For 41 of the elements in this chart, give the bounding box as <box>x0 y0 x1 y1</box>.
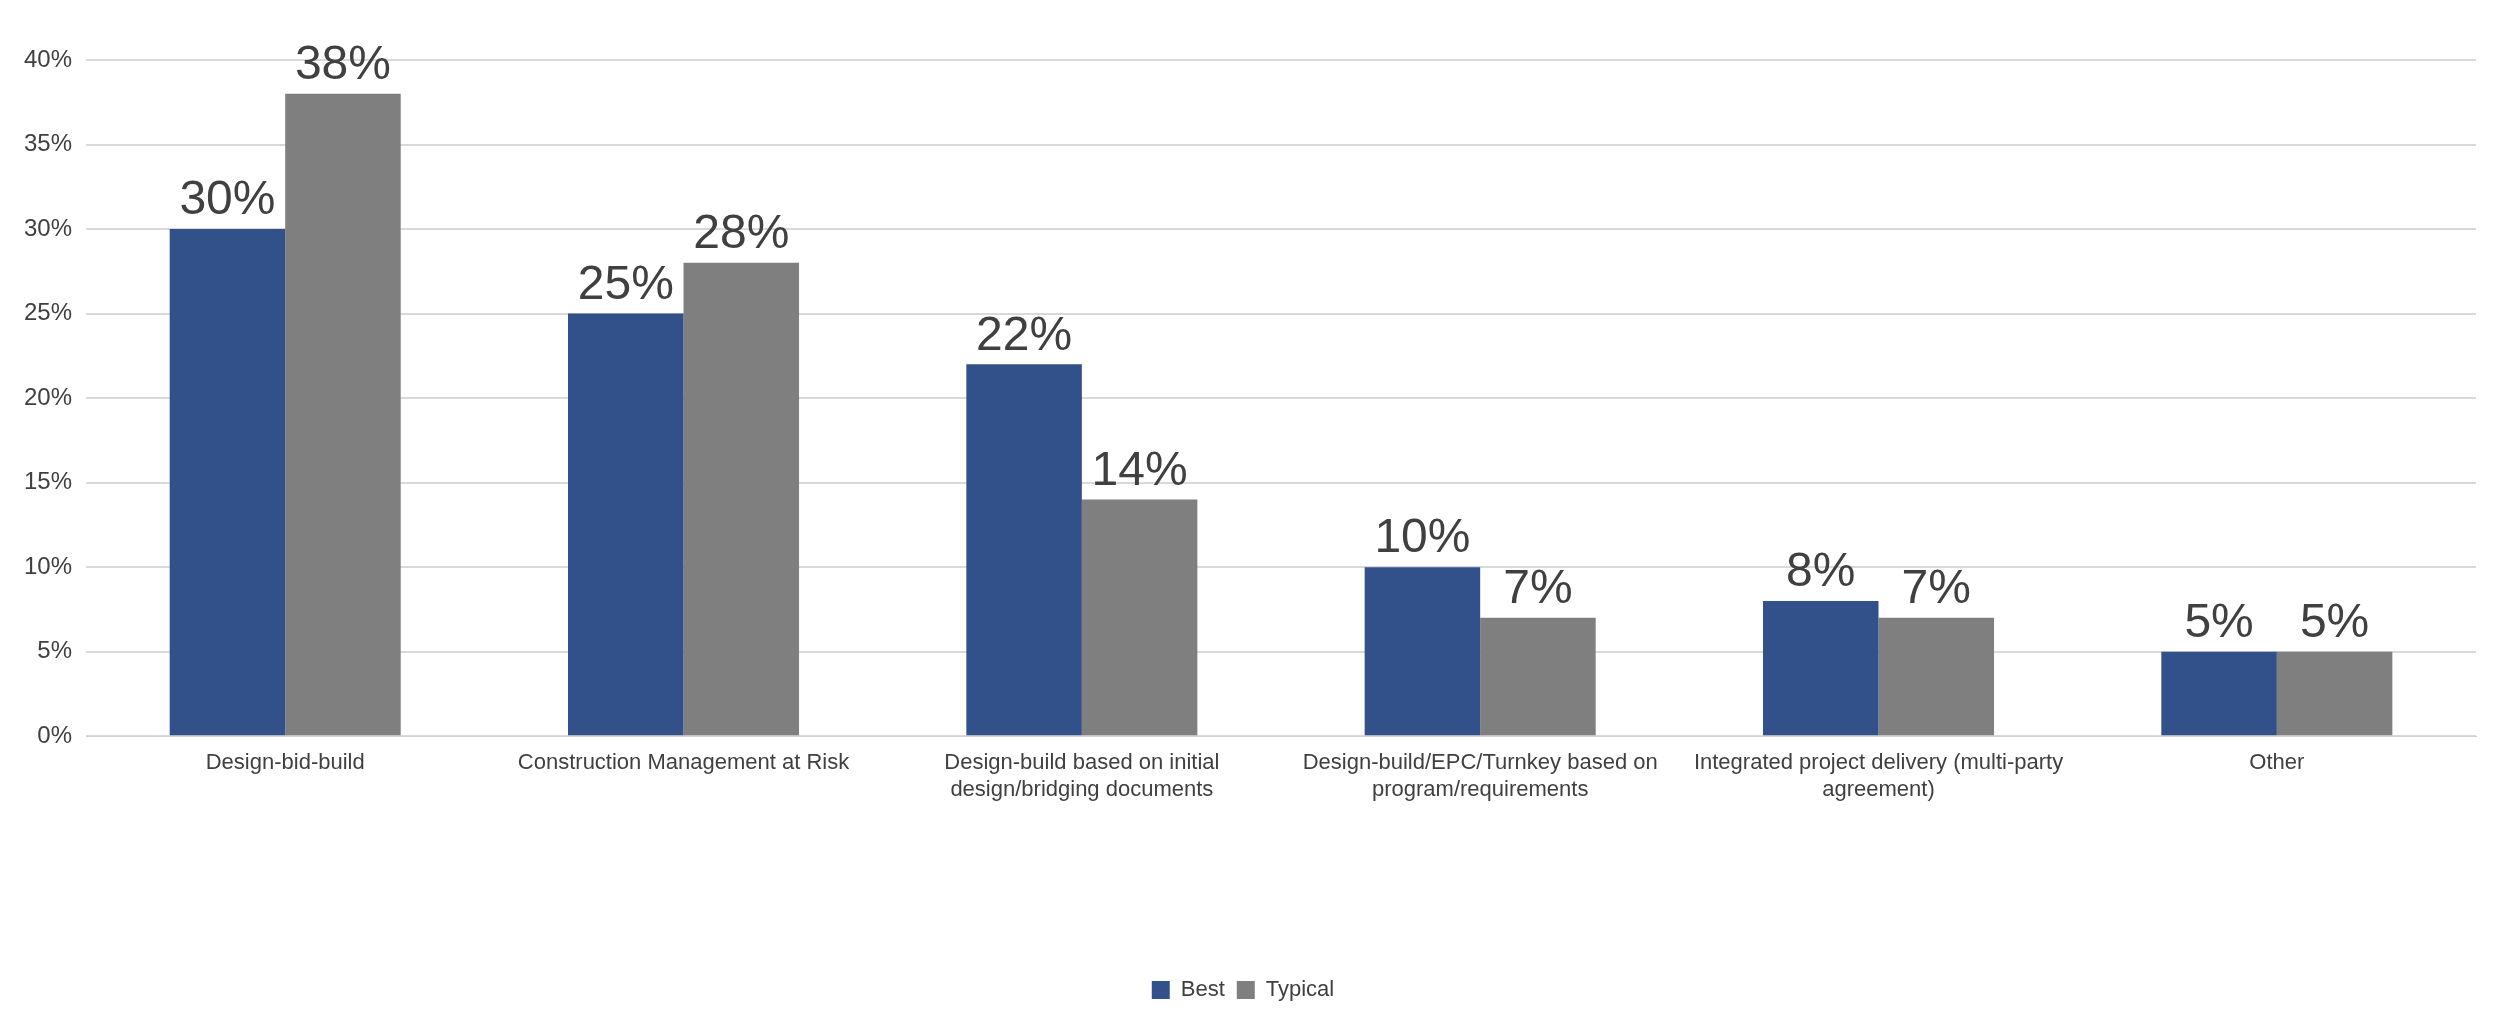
bar <box>2161 651 2277 736</box>
x-tick-label: Design-build/EPC/Turnkey based on program/requirements <box>1302 749 1658 801</box>
data-label: 10% <box>1374 509 1471 563</box>
data-label: 38% <box>294 36 391 90</box>
data-label: 7% <box>1901 560 1971 614</box>
x-tick-label: Design-bid-build <box>205 749 365 775</box>
y-tick-label: 15% <box>23 467 73 495</box>
bar <box>683 262 800 736</box>
bar <box>169 229 286 736</box>
y-tick-label: 20% <box>23 382 73 410</box>
y-tick-label: 35% <box>23 129 73 157</box>
bar <box>285 93 401 736</box>
bar <box>1364 567 1481 736</box>
data-label: 30% <box>179 171 276 225</box>
bar <box>1762 600 1879 736</box>
y-tick-label: 5% <box>37 636 73 664</box>
bar <box>966 364 1082 736</box>
x-tick-label: Design-build based on initial design/bridging documents <box>944 749 1220 801</box>
bar <box>568 313 684 736</box>
legend-label: Best <box>1180 976 1225 1002</box>
y-tick-label: 10% <box>23 551 73 579</box>
bar <box>1878 617 1995 736</box>
x-tick-label: Construction Management at Risk <box>517 749 851 775</box>
data-label: 28% <box>693 205 790 259</box>
data-label: 5% <box>2184 593 2254 647</box>
data-label: 8% <box>1786 543 1856 597</box>
data-label: 7% <box>1503 560 1573 614</box>
bar <box>1480 617 1596 736</box>
data-label: 5% <box>2299 593 2370 647</box>
bar <box>1081 499 1198 736</box>
x-tick-label: Integrated project delivery (multi-party agreement) <box>1693 749 2064 801</box>
y-tick-label: 25% <box>23 298 73 326</box>
data-label: 22% <box>976 306 1073 360</box>
x-tick-label: Other <box>2249 749 2305 775</box>
y-tick-label: 30% <box>23 213 73 241</box>
y-tick-label: 40% <box>23 44 73 72</box>
bar <box>2276 651 2393 736</box>
data-label: 14% <box>1091 441 1188 495</box>
y-tick-label: 0% <box>37 720 73 748</box>
data-label: 25% <box>577 255 674 309</box>
legend-label: Typical <box>1265 976 1335 1002</box>
